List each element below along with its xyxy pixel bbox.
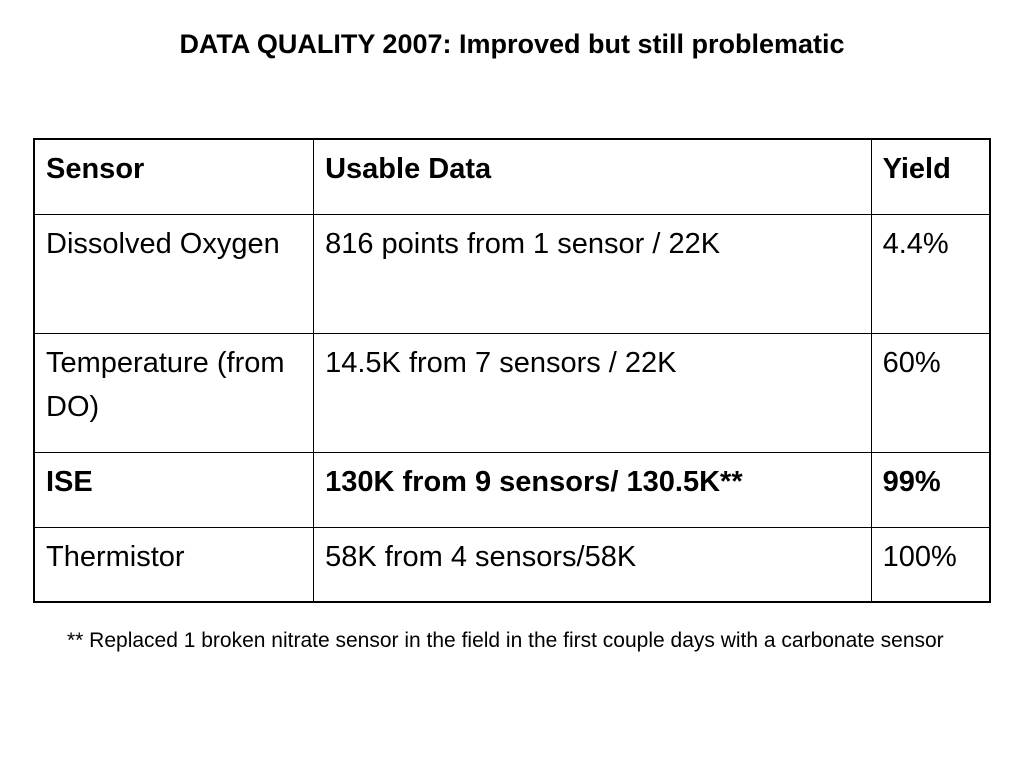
cell-yield: 60% [870,332,991,453]
cell-usable-data: 816 points from 1 sensor / 22K [313,213,872,334]
cell-usable-data: 130K from 9 sensors/ 130.5K** [313,451,872,528]
cell-sensor: Thermistor [33,526,315,603]
cell-sensor: ISE [33,451,315,528]
cell-sensor: Dissolved Oxygen [33,213,315,334]
cell-usable-data: 14.5K from 7 sensors / 22K [313,332,872,453]
header-usable-data: Usable Data [313,138,872,215]
cell-yield: 99% [870,451,991,528]
header-yield: Yield [870,138,991,215]
footnote: ** Replaced 1 broken nitrate sensor in t… [67,629,944,652]
header-sensor: Sensor [33,138,315,215]
table-row: Thermistor 58K from 4 sensors/58K 100% [33,526,991,603]
cell-usable-data: 58K from 4 sensors/58K [313,526,872,603]
table-row: ISE 130K from 9 sensors/ 130.5K** 99% [33,451,991,528]
cell-sensor: Temperature (from DO) [33,332,315,453]
table-header-row: Sensor Usable Data Yield [33,138,991,215]
table-row: Temperature (from DO) 14.5K from 7 senso… [33,332,991,453]
cell-yield: 100% [870,526,991,603]
sensor-data-table: Sensor Usable Data Yield Dissolved Oxyge… [33,138,991,603]
cell-yield: 4.4% [870,213,991,334]
page-title: DATA QUALITY 2007: Improved but still pr… [179,29,845,59]
table-row: Dissolved Oxygen 816 points from 1 senso… [33,213,991,334]
